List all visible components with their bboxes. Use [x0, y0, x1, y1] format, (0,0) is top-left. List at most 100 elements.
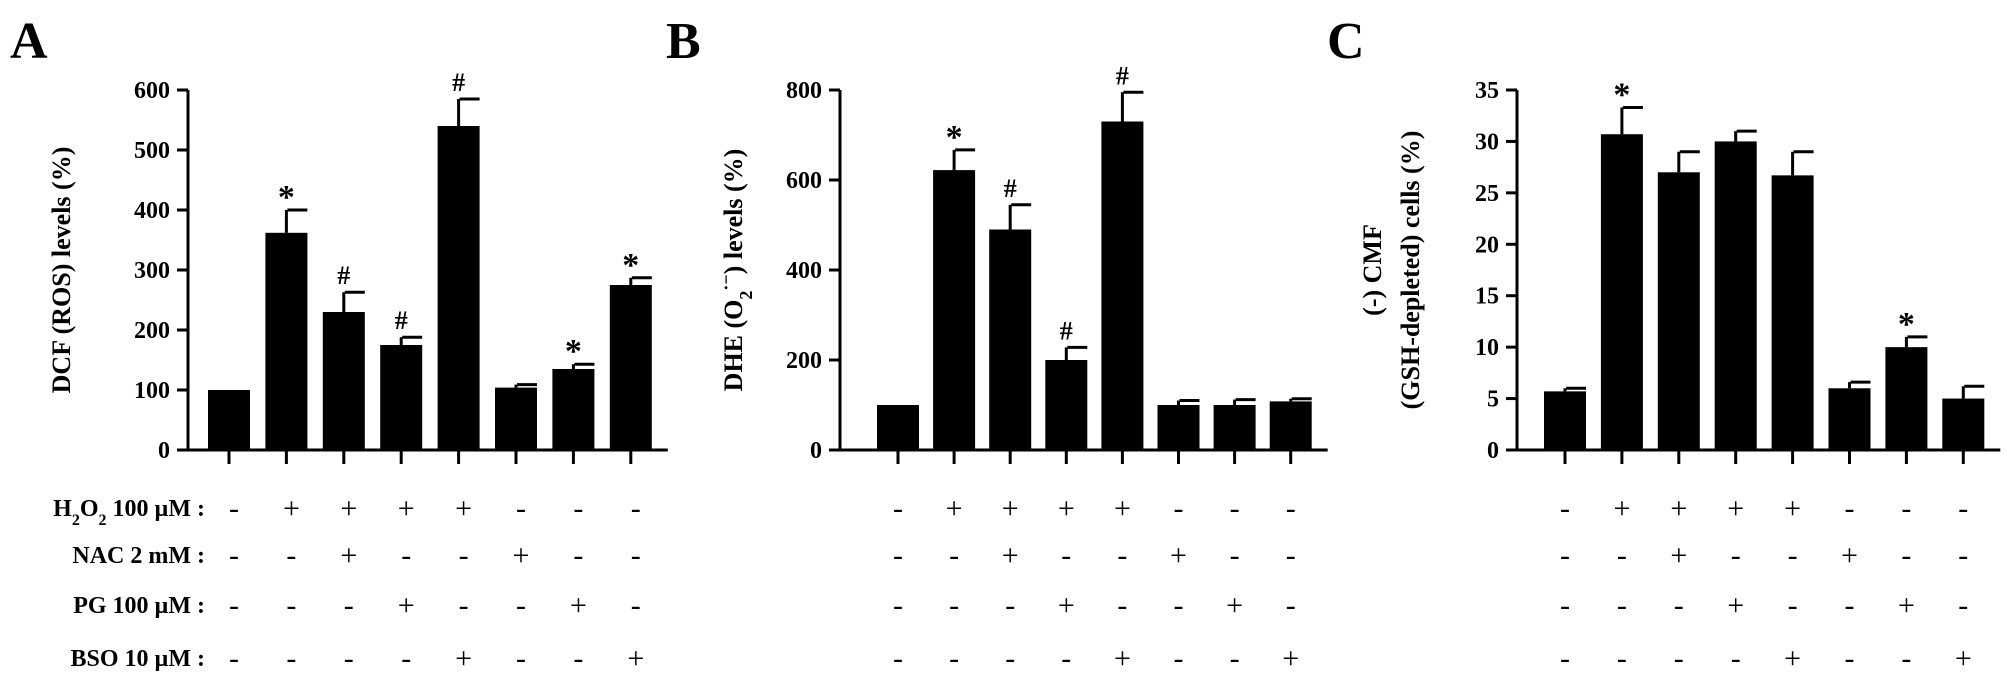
bar [877, 405, 919, 450]
panel-b: 0 200 400 600 800 DHE (O2·−) levels (%) * # # # [716, 61, 1328, 464]
condition-plus: + [513, 539, 530, 572]
condition-plus: + [1784, 492, 1801, 525]
condition-minus: - [401, 642, 411, 675]
condition-plus: + [570, 589, 587, 622]
y-tick-label: 200 [134, 318, 170, 344]
condition-minus: - [1788, 589, 1798, 622]
condition-minus: - [1560, 642, 1570, 675]
condition-plus: + [1670, 539, 1687, 572]
condition-minus: - [1958, 539, 1968, 572]
y-tick-label: 30 [1475, 129, 1499, 155]
y-tick-label: 600 [134, 78, 170, 104]
condition-plus: + [1841, 539, 1858, 572]
bar [1828, 388, 1871, 450]
condition-plus: + [1955, 642, 1972, 675]
bar [437, 126, 480, 450]
condition-minus: - [459, 539, 469, 572]
y-tick-label: 15 [1475, 284, 1499, 310]
condition-minus: - [459, 589, 469, 622]
condition-minus: - [1617, 589, 1627, 622]
bar [552, 369, 595, 450]
condition-plus: + [340, 492, 357, 525]
condition-row-label: BSO 10 µM : [71, 646, 206, 672]
condition-plus: + [1898, 589, 1915, 622]
bar [495, 387, 537, 450]
y-tick-label: 400 [134, 198, 170, 224]
condition-minus: - [401, 539, 411, 572]
condition-row-label: NAC 2 mM : [72, 543, 205, 569]
significance-hash: # [1116, 61, 1129, 90]
panel-label-b: B [666, 13, 701, 70]
condition-plus: + [340, 539, 357, 572]
bar [1157, 405, 1200, 450]
condition-plus: + [1727, 492, 1744, 525]
condition-plus: + [1670, 492, 1687, 525]
condition-minus: - [516, 642, 526, 675]
condition-plus: + [1784, 642, 1801, 675]
y-tick-label: 800 [786, 78, 822, 104]
panel-label-a: A [10, 13, 48, 70]
bar [1942, 398, 1985, 450]
condition-plus: + [455, 642, 472, 675]
condition-minus: - [1005, 589, 1015, 622]
bar [989, 229, 1032, 450]
bar [322, 312, 365, 450]
condition-minus: - [1958, 492, 1968, 525]
bar [1714, 141, 1757, 450]
condition-minus: - [1901, 539, 1911, 572]
condition-plus: + [946, 492, 963, 525]
condition-minus: - [516, 492, 526, 525]
condition-minus: - [1286, 492, 1296, 525]
condition-minus: - [1731, 539, 1741, 572]
bar [208, 390, 250, 450]
condition-minus: - [1617, 539, 1627, 572]
y-tick-label: 20 [1475, 232, 1499, 258]
y-tick-label: 500 [134, 138, 170, 164]
y-tick-label: 0 [1487, 438, 1499, 464]
bar [1269, 401, 1312, 450]
condition-minus: - [1230, 539, 1240, 572]
y-tick-label: 35 [1475, 78, 1499, 104]
y-axis-title: (-) CMF [1358, 224, 1387, 316]
y-tick-label: 400 [786, 258, 822, 284]
condition-minus: - [1617, 642, 1627, 675]
condition-minus: - [344, 642, 354, 675]
condition-plus: + [1002, 492, 1019, 525]
condition-minus: - [516, 589, 526, 622]
condition-minus: - [1117, 589, 1127, 622]
significance-asterisk: * [565, 333, 582, 370]
bar [1600, 134, 1643, 450]
condition-minus: - [1901, 642, 1911, 675]
condition-minus: - [1061, 539, 1071, 572]
condition-minus: - [229, 642, 239, 675]
condition-minus: - [631, 589, 641, 622]
condition-minus: - [1845, 492, 1855, 525]
condition-minus: - [949, 539, 959, 572]
y-tick-label: 25 [1475, 181, 1499, 207]
condition-plus: + [1170, 539, 1187, 572]
significance-hash: # [1060, 316, 1073, 345]
condition-plus: + [1058, 492, 1075, 525]
panel-label-c: C [1327, 13, 1365, 70]
condition-minus: - [1174, 492, 1184, 525]
significance-asterisk: * [1898, 306, 1915, 343]
condition-minus: - [1230, 642, 1240, 675]
bar [380, 345, 423, 450]
significance-hash: # [395, 306, 408, 335]
condition-minus: - [893, 642, 903, 675]
bar [1771, 175, 1814, 450]
condition-minus: - [344, 589, 354, 622]
bar [933, 170, 976, 450]
condition-minus: - [286, 589, 296, 622]
significance-asterisk: * [622, 247, 639, 284]
condition-minus: - [893, 539, 903, 572]
condition-plus: + [1114, 492, 1131, 525]
y-tick-label: 10 [1475, 335, 1499, 361]
condition-minus: - [949, 589, 959, 622]
condition-plus: + [398, 589, 415, 622]
condition-plus: + [283, 492, 300, 525]
condition-plus: + [627, 642, 644, 675]
condition-plus: + [1114, 642, 1131, 675]
